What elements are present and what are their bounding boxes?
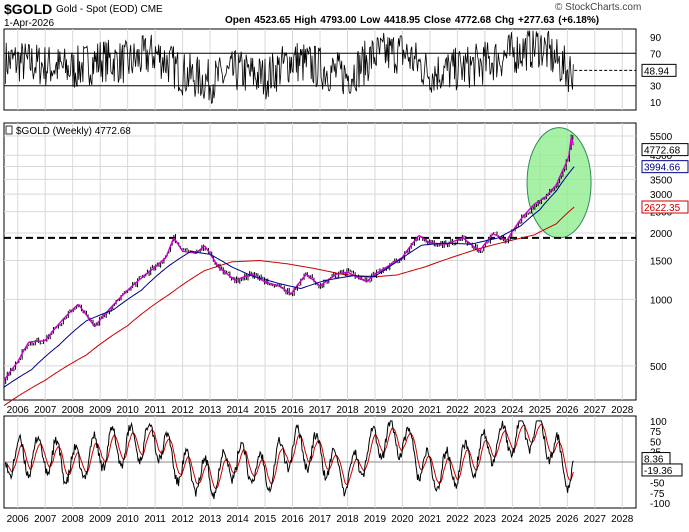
price-panel-label: $GOLD (Weekly) 4772.68: [16, 126, 131, 137]
bottom-x-tick-2028: 2028: [611, 514, 634, 525]
price-x-tick-2018: 2018: [336, 405, 359, 416]
symbol-description: Gold - Spot (EOD) CME: [56, 4, 163, 15]
bottom-osc-tick-100: 100: [650, 417, 667, 428]
price-last-value: 4772.68: [644, 146, 681, 157]
price-last-value-box: [641, 143, 689, 157]
bottom-x-tick-2026: 2026: [556, 514, 579, 525]
price-x-tick-2021: 2021: [419, 405, 442, 416]
bottom-osc-last-value-box: [641, 463, 683, 477]
price-x-tick-2019: 2019: [364, 405, 387, 416]
bottom-x-tick-2007: 2007: [34, 514, 57, 525]
bottom-x-tick-2009: 2009: [89, 514, 112, 525]
bottom-x-tick-2013: 2013: [199, 514, 222, 525]
bottom-x-tick-2021: 2021: [419, 514, 442, 525]
price-x-tick-2007: 2007: [34, 405, 57, 416]
bottom-x-tick-2025: 2025: [529, 514, 552, 525]
bottom-x-tick-2023: 2023: [474, 514, 497, 525]
bottom-osc-line: [4, 420, 574, 500]
bottom-x-tick-2010: 2010: [117, 514, 140, 525]
bottom-x-tick-2016: 2016: [281, 514, 304, 525]
bottom-x-tick-2027: 2027: [584, 514, 607, 525]
price-x-tick-2012: 2012: [171, 405, 194, 416]
price-x-tick-2011: 2011: [144, 405, 166, 416]
short-moving-average-line: [3, 166, 575, 388]
symbol-title: $GOLD: [4, 1, 53, 17]
bottom-x-tick-2014: 2014: [226, 514, 249, 525]
bottom-x-tick-2020: 2020: [391, 514, 414, 525]
price-tick-1500: 1500: [650, 257, 673, 268]
price-legend-icon: [5, 125, 13, 135]
bottom-osc-last-value: -19.36: [644, 466, 673, 477]
price-x-tick-2026: 2026: [556, 405, 579, 416]
price-tick-2000: 2000: [650, 229, 673, 240]
price-x-tick-2028: 2028: [611, 405, 634, 416]
bottom-osc-tick-75: 75: [650, 427, 662, 438]
long-ma-last-value: 2622.35: [644, 203, 681, 214]
bottom-x-tick-2017: 2017: [309, 514, 332, 525]
price-x-tick-2022: 2022: [446, 405, 469, 416]
price-x-tick-2017: 2017: [309, 405, 332, 416]
price-overlay-line: [3, 135, 574, 381]
long-ma-last-value-box: [641, 200, 689, 214]
bottom-x-tick-2019: 2019: [364, 514, 387, 525]
price-x-tick-2010: 2010: [117, 405, 140, 416]
bottom-osc-tick--50: -50: [650, 479, 665, 490]
bottom-osc-signal-value: 8.36: [644, 455, 664, 466]
bottom-x-tick-2012: 2012: [171, 514, 194, 525]
bottom-x-tick-2015: 2015: [254, 514, 277, 525]
price-x-tick-2008: 2008: [62, 405, 85, 416]
bottom-osc-tick--100: -100: [650, 499, 670, 510]
short-ma-last-value-box: [641, 160, 689, 174]
bottom-osc-tick-50: 50: [650, 437, 662, 448]
short-ma-last-value: 3994.66: [644, 163, 681, 174]
watermark: © StockCharts.com: [555, 2, 642, 13]
bottom-x-tick-2011: 2011: [144, 514, 166, 525]
price-x-tick-2015: 2015: [254, 405, 277, 416]
price-x-tick-2025: 2025: [529, 405, 552, 416]
bottom-x-tick-2008: 2008: [62, 514, 85, 525]
price-x-tick-2013: 2013: [199, 405, 222, 416]
price-tick-1000: 1000: [650, 295, 673, 306]
chart-date: 1-Apr-2026: [4, 18, 55, 29]
price-x-tick-2016: 2016: [281, 405, 304, 416]
long-moving-average-line: [3, 206, 575, 407]
price-x-tick-2014: 2014: [226, 405, 249, 416]
top-osc-last-value: 48.94: [644, 66, 669, 77]
bottom-x-tick-2024: 2024: [501, 514, 524, 525]
price-x-tick-2020: 2020: [391, 405, 414, 416]
bottom-x-tick-2018: 2018: [336, 514, 359, 525]
price-tick-3500: 3500: [650, 175, 673, 186]
bottom-osc-tick--75: -75: [650, 489, 665, 500]
price-x-tick-2024: 2024: [501, 405, 524, 416]
price-x-tick-2027: 2027: [584, 405, 607, 416]
quote-summary: Open 4523.65 High 4793.00 Low 4418.95 Cl…: [225, 15, 600, 26]
price-tick-500: 500: [650, 362, 667, 373]
top-oscillator-line: [5, 30, 574, 104]
top-osc-last-value-box: [641, 63, 677, 77]
price-x-tick-2009: 2009: [89, 405, 112, 416]
bottom-x-tick-2006: 2006: [7, 514, 30, 525]
price-x-tick-2023: 2023: [474, 405, 497, 416]
price-x-tick-2006: 2006: [7, 405, 30, 416]
top-osc-tick-70: 70: [650, 49, 662, 60]
price-tick-3000: 3000: [650, 190, 673, 201]
bottom-osc-signal-line: [4, 423, 574, 490]
top-osc-tick-90: 90: [650, 33, 662, 44]
bottom-x-tick-2022: 2022: [446, 514, 469, 525]
top-osc-tick-10: 10: [650, 98, 662, 109]
top-osc-tick-30: 30: [650, 82, 662, 93]
price-tick-4500: 4500: [650, 151, 673, 162]
price-tick-5500: 5500: [650, 132, 673, 143]
